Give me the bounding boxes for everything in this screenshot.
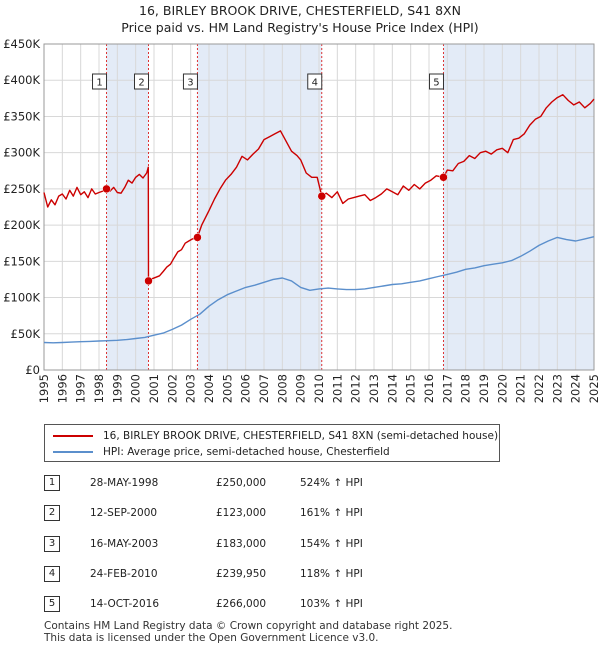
transaction-date: 14-OCT-2016 xyxy=(90,598,159,610)
x-tick-label: 2005 xyxy=(220,374,234,403)
x-tick-label: 1995 xyxy=(37,374,51,403)
transaction-date: 24-FEB-2010 xyxy=(90,568,158,580)
x-tick-label: 2015 xyxy=(404,374,418,403)
y-tick-label: £150K xyxy=(3,254,40,268)
sale-label-box xyxy=(428,73,444,90)
x-tick-label: 2025 xyxy=(587,374,600,403)
footer-license: This data is licensed under the Open Gov… xyxy=(44,632,379,644)
x-tick-label: 2014 xyxy=(385,374,399,403)
sale-label-box xyxy=(134,73,149,90)
x-tick-label: 2017 xyxy=(440,374,454,403)
x-tick-label: 2009 xyxy=(294,374,308,403)
sale-label: 1 xyxy=(96,78,102,89)
transaction-number: 3 xyxy=(44,536,60,552)
transaction-hpi: 103% ↑ HPI xyxy=(300,598,363,610)
legend-label-hpi: HPI: Average price, semi-detached house,… xyxy=(103,446,390,458)
x-tick-label: 2007 xyxy=(257,374,271,403)
transaction-price: £123,000 xyxy=(216,507,267,519)
y-tick-label: £200K xyxy=(3,218,40,232)
x-tick-label: 2004 xyxy=(202,374,216,403)
x-tick-label: 2000 xyxy=(129,374,143,403)
x-tick-label: 2011 xyxy=(330,374,344,403)
transaction-hpi: 154% ↑ HPI xyxy=(300,538,363,550)
legend-label-property: 16, BIRLEY BROOK DRIVE, CHESTERFIELD, S4… xyxy=(103,430,499,442)
x-tick-label: 1997 xyxy=(74,374,88,403)
legend-item-property: 16, BIRLEY BROOK DRIVE, CHESTERFIELD, S4… xyxy=(53,428,498,444)
x-tick-label: 2024 xyxy=(569,374,583,403)
sale-label: 5 xyxy=(433,78,439,89)
x-tick-label: 2008 xyxy=(275,374,289,403)
sale-point xyxy=(439,173,448,182)
transaction-number: 5 xyxy=(44,596,60,612)
transaction-price: £239,950 xyxy=(216,568,267,580)
transaction-row: 1 28-MAY-1998 £250,000 524% ↑ HPI xyxy=(44,475,464,493)
y-tick-label: £450K xyxy=(3,37,40,51)
legend-item-hpi: HPI: Average price, semi-detached house,… xyxy=(53,444,390,460)
x-tick-label: 2002 xyxy=(165,374,179,403)
x-tick-label: 2016 xyxy=(422,374,436,403)
transaction-price: £250,000 xyxy=(216,477,267,489)
sale-label: 4 xyxy=(312,78,318,89)
transaction-row: 3 16-MAY-2003 £183,000 154% ↑ HPI xyxy=(44,536,464,554)
legend-swatch-property xyxy=(53,435,93,437)
transaction-number: 2 xyxy=(44,505,60,521)
x-tick-label: 2010 xyxy=(312,374,326,403)
x-tick-label: 2018 xyxy=(459,374,473,403)
x-tick-label: 2006 xyxy=(239,374,253,403)
x-tick-label: 2012 xyxy=(349,374,363,403)
transaction-date: 12-SEP-2000 xyxy=(90,507,158,519)
x-tick-label: 2019 xyxy=(477,374,491,403)
transaction-hpi: 161% ↑ HPI xyxy=(300,507,363,519)
x-tick-label: 2023 xyxy=(550,374,564,403)
sale-label-box xyxy=(182,73,198,90)
transaction-date: 16-MAY-2003 xyxy=(90,538,159,550)
sale-point xyxy=(144,276,153,286)
x-tick-label: 1999 xyxy=(110,374,124,403)
transaction-price: £266,000 xyxy=(216,598,267,610)
y-tick-label: £0 xyxy=(25,363,40,377)
transaction-hpi: 524% ↑ HPI xyxy=(300,477,363,489)
chart-legend: 16, BIRLEY BROOK DRIVE, CHESTERFIELD, S4… xyxy=(44,424,500,462)
x-tick-label: 2021 xyxy=(514,374,528,403)
transaction-row: 2 12-SEP-2000 £123,000 161% ↑ HPI xyxy=(44,505,464,523)
sale-point xyxy=(317,191,326,201)
x-tick-label: 1998 xyxy=(92,374,106,403)
y-tick-label: £400K xyxy=(3,73,40,87)
sale-point xyxy=(193,233,202,242)
price-chart: £0 £50K £100K £150K £200K £250K £300K £350K £400… xyxy=(3,37,600,403)
chart-title: 16, BIRLEY BROOK DRIVE, CHESTERFIELD, S4… xyxy=(139,3,461,18)
x-tick-label: 2001 xyxy=(147,374,161,403)
chart-subtitle: Price paid vs. HM Land Registry's House … xyxy=(121,20,479,35)
x-tick-label: 2022 xyxy=(532,374,546,403)
sale-label: 2 xyxy=(138,78,144,89)
transaction-number: 4 xyxy=(44,566,60,582)
y-tick-label: £300K xyxy=(3,146,40,160)
sale-label: 3 xyxy=(187,78,193,89)
shaded-period xyxy=(106,44,149,370)
shaded-period xyxy=(443,44,594,370)
y-tick-label: £100K xyxy=(3,291,40,305)
x-tick-label: 1996 xyxy=(55,374,69,403)
hpi-line xyxy=(43,236,595,344)
x-tick-label: 2020 xyxy=(495,374,509,403)
transaction-hpi: 118% ↑ HPI xyxy=(300,568,363,580)
property-price-line xyxy=(43,94,595,282)
y-tick-label: £50K xyxy=(11,327,41,341)
x-tick-label: 2003 xyxy=(184,374,198,403)
sale-label-box xyxy=(92,73,108,90)
transaction-price: £183,000 xyxy=(216,538,267,550)
transaction-date: 28-MAY-1998 xyxy=(90,477,159,489)
sale-label-box xyxy=(307,73,323,90)
footer-copyright: Contains HM Land Registry data © Crown c… xyxy=(44,620,453,632)
sale-point xyxy=(102,184,111,194)
transaction-row: 5 14-OCT-2016 £266,000 103% ↑ HPI xyxy=(44,596,464,614)
x-tick-label: 2013 xyxy=(367,374,381,403)
y-tick-label: £350K xyxy=(3,109,40,123)
legend-swatch-hpi xyxy=(53,451,93,453)
plot-frame xyxy=(43,43,595,371)
transaction-number: 1 xyxy=(44,475,60,491)
transaction-row: 4 24-FEB-2010 £239,950 118% ↑ HPI xyxy=(44,566,464,584)
y-tick-label: £250K xyxy=(3,182,40,196)
shaded-period xyxy=(197,44,322,370)
